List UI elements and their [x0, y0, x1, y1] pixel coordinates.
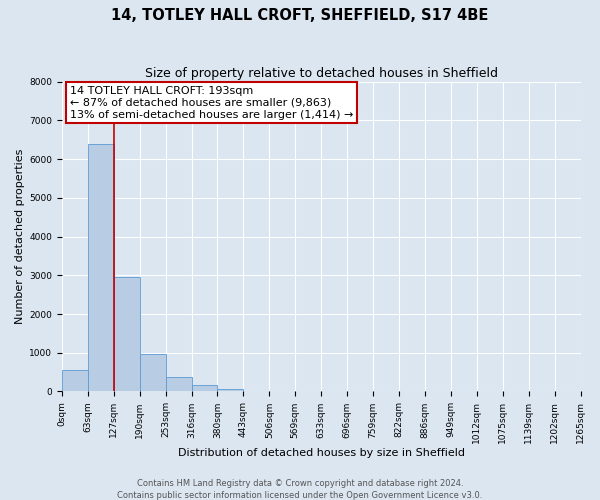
X-axis label: Distribution of detached houses by size in Sheffield: Distribution of detached houses by size … — [178, 448, 464, 458]
Bar — [62, 370, 88, 392]
Bar — [114, 277, 140, 392]
Text: 14 TOTLEY HALL CROFT: 193sqm
← 87% of detached houses are smaller (9,863)
13% of: 14 TOTLEY HALL CROFT: 193sqm ← 87% of de… — [70, 86, 353, 120]
Bar — [166, 377, 191, 392]
Text: 14, TOTLEY HALL CROFT, SHEFFIELD, S17 4BE: 14, TOTLEY HALL CROFT, SHEFFIELD, S17 4B… — [112, 8, 488, 22]
Y-axis label: Number of detached properties: Number of detached properties — [15, 149, 25, 324]
Bar — [88, 144, 114, 392]
Bar — [217, 388, 244, 392]
Bar — [191, 384, 217, 392]
Title: Size of property relative to detached houses in Sheffield: Size of property relative to detached ho… — [145, 68, 497, 80]
Text: Contains HM Land Registry data © Crown copyright and database right 2024.
Contai: Contains HM Land Registry data © Crown c… — [118, 478, 482, 500]
Bar — [140, 354, 166, 392]
